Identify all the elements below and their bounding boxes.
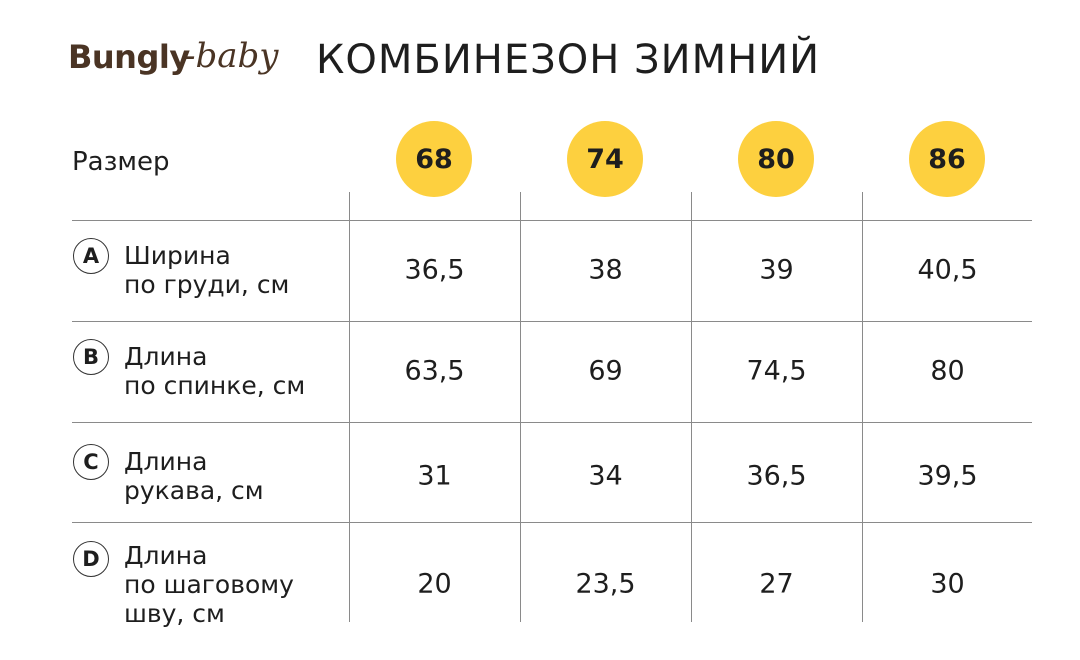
column-divider bbox=[862, 192, 863, 622]
cell-value: 39,5 bbox=[917, 460, 978, 492]
row-label: Длина bbox=[124, 447, 208, 476]
cell-value: 38 bbox=[588, 254, 623, 286]
size-label: Размер bbox=[72, 147, 170, 177]
row-label: по груди, см bbox=[124, 270, 290, 299]
row-divider bbox=[72, 321, 1032, 322]
row-label: Ширина bbox=[124, 241, 231, 270]
cell-value: 27 bbox=[759, 568, 794, 600]
row-letter: D bbox=[73, 541, 109, 577]
column-divider bbox=[349, 192, 350, 622]
cell-value: 23,5 bbox=[575, 568, 636, 600]
cell-value: 39 bbox=[759, 254, 794, 286]
column-divider bbox=[691, 192, 692, 622]
size-badge: 80 bbox=[738, 121, 814, 197]
column-divider bbox=[520, 192, 521, 622]
row-divider bbox=[72, 522, 1032, 523]
cell-value: 36,5 bbox=[404, 254, 465, 286]
row-letter: C bbox=[73, 444, 109, 480]
size-badge: 86 bbox=[909, 121, 985, 197]
row-divider bbox=[72, 220, 1032, 221]
row-divider bbox=[72, 422, 1032, 423]
row-label: по шаговому bbox=[124, 569, 294, 599]
cell-value: 40,5 bbox=[917, 254, 978, 286]
row-label: шву, см bbox=[124, 598, 225, 628]
row-letter: A bbox=[73, 238, 109, 274]
row-label: Длина bbox=[124, 342, 208, 371]
row-label: по спинке, см bbox=[124, 371, 306, 400]
size-badge: 74 bbox=[567, 121, 643, 197]
row-label: Длина bbox=[124, 540, 208, 570]
logo: Bungly bbox=[68, 38, 190, 76]
cell-value: 74,5 bbox=[746, 355, 807, 387]
logo: -baby bbox=[184, 36, 279, 76]
row-label: рукава, см bbox=[124, 476, 264, 505]
cell-value: 80 bbox=[930, 355, 965, 387]
title: КОМБИНЕЗОН ЗИМНИЙ bbox=[316, 37, 821, 83]
cell-value: 30 bbox=[930, 568, 965, 600]
cell-value: 63,5 bbox=[404, 355, 465, 387]
size-badge: 68 bbox=[396, 121, 472, 197]
cell-value: 34 bbox=[588, 460, 623, 492]
cell-value: 36,5 bbox=[746, 460, 807, 492]
cell-value: 20 bbox=[417, 568, 452, 600]
cell-value: 69 bbox=[588, 355, 623, 387]
cell-value: 31 bbox=[417, 460, 452, 492]
row-letter: B bbox=[73, 339, 109, 375]
